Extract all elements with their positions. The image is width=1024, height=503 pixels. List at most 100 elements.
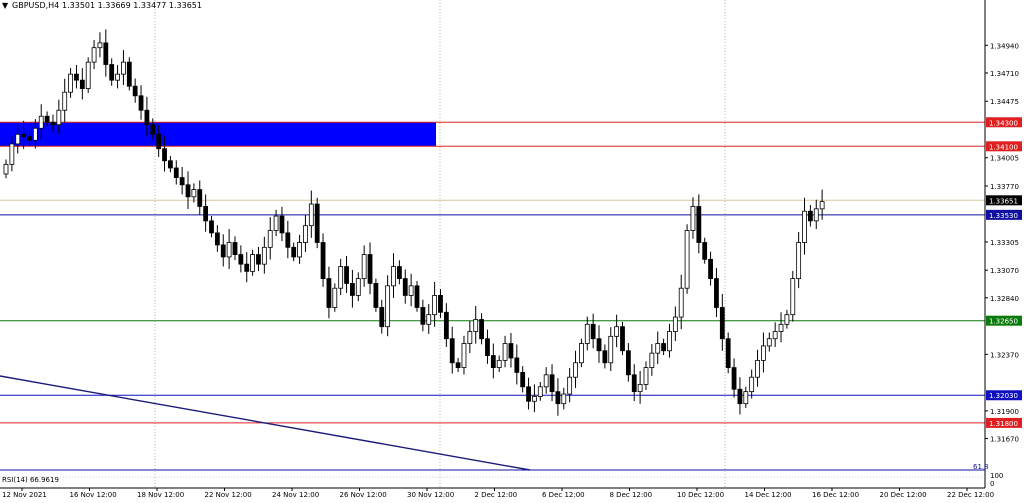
candle — [32, 119, 38, 149]
candle-body — [749, 376, 755, 393]
level-price-tag-label: 1.31800 — [989, 420, 1018, 428]
candle-body — [473, 319, 479, 332]
candle — [350, 269, 355, 308]
candle — [121, 50, 126, 85]
candle-body — [731, 367, 737, 390]
candle-body — [361, 254, 367, 279]
candle — [761, 332, 766, 373]
candle — [238, 245, 244, 273]
candle-body — [121, 61, 126, 75]
candle-body — [126, 61, 132, 87]
candle — [596, 325, 602, 363]
candle-body — [62, 91, 68, 111]
candle-body — [256, 254, 261, 265]
candle — [573, 350, 578, 389]
candle — [261, 236, 267, 274]
candle — [725, 332, 731, 374]
candle — [91, 40, 97, 70]
level-price-tag — [986, 390, 1022, 401]
candle-body — [385, 285, 391, 328]
candle-body — [708, 258, 713, 279]
candle — [637, 370, 643, 404]
candle-body — [796, 242, 802, 279]
candle-body — [625, 350, 631, 376]
candle — [21, 120, 27, 149]
price-tick-label: 1.32840 — [990, 295, 1019, 303]
candle — [209, 216, 214, 238]
candle-body — [449, 338, 455, 364]
candle-body — [44, 115, 50, 123]
candle — [38, 104, 44, 140]
candle — [250, 249, 256, 276]
candle — [303, 215, 308, 253]
candle — [807, 204, 813, 227]
candle — [467, 320, 473, 354]
candle — [408, 273, 414, 307]
candle-body — [79, 79, 85, 89]
candle-body — [526, 386, 531, 402]
candle-body — [150, 124, 156, 135]
candle — [567, 368, 573, 403]
candle — [185, 171, 191, 209]
candle-body — [179, 177, 185, 186]
candle — [714, 268, 719, 317]
date-tick-label: 26 Nov 12:00 — [340, 491, 387, 499]
candle — [361, 245, 367, 287]
candle-body — [85, 61, 91, 89]
candle — [520, 366, 526, 393]
candle-body — [173, 167, 179, 178]
price-tick-label: 1.33770 — [990, 183, 1019, 191]
level-price-tag-label: 1.32030 — [989, 392, 1018, 400]
price-tick-label: 1.33070 — [990, 267, 1019, 275]
candle-body — [373, 283, 379, 308]
candle-body — [807, 210, 813, 222]
candle-body — [355, 278, 361, 296]
candle — [490, 343, 496, 379]
candlestick-series — [3, 29, 825, 416]
candle-body — [97, 42, 103, 49]
chart-menu-icon[interactable]: ▼ — [2, 1, 9, 10]
date-tick-label: 10 Dec 12:00 — [677, 491, 724, 499]
candle-body — [667, 331, 672, 352]
candle — [50, 114, 56, 132]
candle-body — [303, 225, 308, 243]
candle-body — [485, 338, 490, 356]
candle-body — [549, 374, 555, 393]
date-tick-label: 12 Nov 2021 — [2, 491, 47, 499]
candle — [273, 209, 279, 237]
candle-body — [631, 374, 637, 393]
candle-body — [332, 287, 338, 308]
date-axis: 12 Nov 2021 16 Nov 12:00 18 Nov 12:00 22 No… — [0, 487, 994, 499]
candle-body — [725, 338, 731, 368]
candle — [132, 78, 138, 103]
candle — [320, 233, 326, 287]
candle-body — [232, 242, 238, 255]
candle-body — [144, 109, 150, 126]
candle-body — [350, 283, 355, 296]
candle-body — [761, 345, 766, 361]
candle-body — [661, 343, 666, 352]
candle — [737, 377, 743, 415]
candle — [373, 278, 379, 312]
candle — [103, 29, 109, 77]
candle — [543, 367, 549, 394]
candle — [214, 225, 220, 252]
candle-body — [156, 133, 162, 150]
candle-body — [3, 163, 9, 175]
price-tick-label: 1.34940 — [990, 42, 1019, 50]
candle — [443, 303, 449, 347]
candle — [167, 155, 173, 173]
candle — [561, 387, 567, 410]
candle — [584, 316, 590, 351]
candle — [432, 281, 438, 327]
candle-body — [532, 396, 537, 402]
candle-body — [420, 307, 426, 325]
candle — [802, 197, 807, 255]
date-tick-label: 22 Dec 12:00 — [947, 491, 994, 499]
candle — [813, 199, 819, 230]
candle-body — [819, 201, 825, 210]
level-price-tag-label: 1.34300 — [989, 119, 1018, 127]
candle — [297, 234, 302, 264]
